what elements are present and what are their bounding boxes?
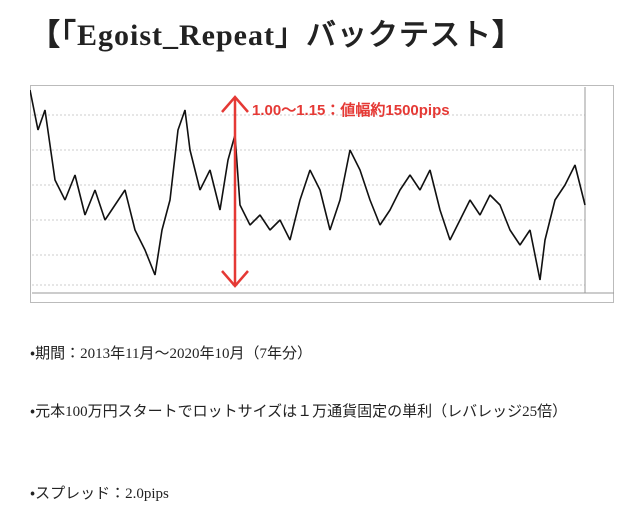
list-item: ・期間：2013年11月～2020年10月（7年分）: [30, 346, 313, 362]
image-grid: [32, 114, 585, 286]
title: 【「Egoist_Repeat」バックテスト】: [30, 19, 523, 52]
range-arrow: [221, 95, 249, 288]
chart-image: 1.00～1.15：値幅約1500pips: [30, 85, 614, 303]
annotation: 1.00～1.15：値幅約1500pips: [252, 101, 450, 119]
image-frame: [30, 85, 614, 303]
price-path: [30, 89, 586, 281]
list-item: ・元本100万円スタートでロットサイズは１万通貨固定の単利（レバレッジ25倍）: [30, 404, 568, 420]
list-item: ・スプレッド：2.0pips: [30, 486, 169, 502]
